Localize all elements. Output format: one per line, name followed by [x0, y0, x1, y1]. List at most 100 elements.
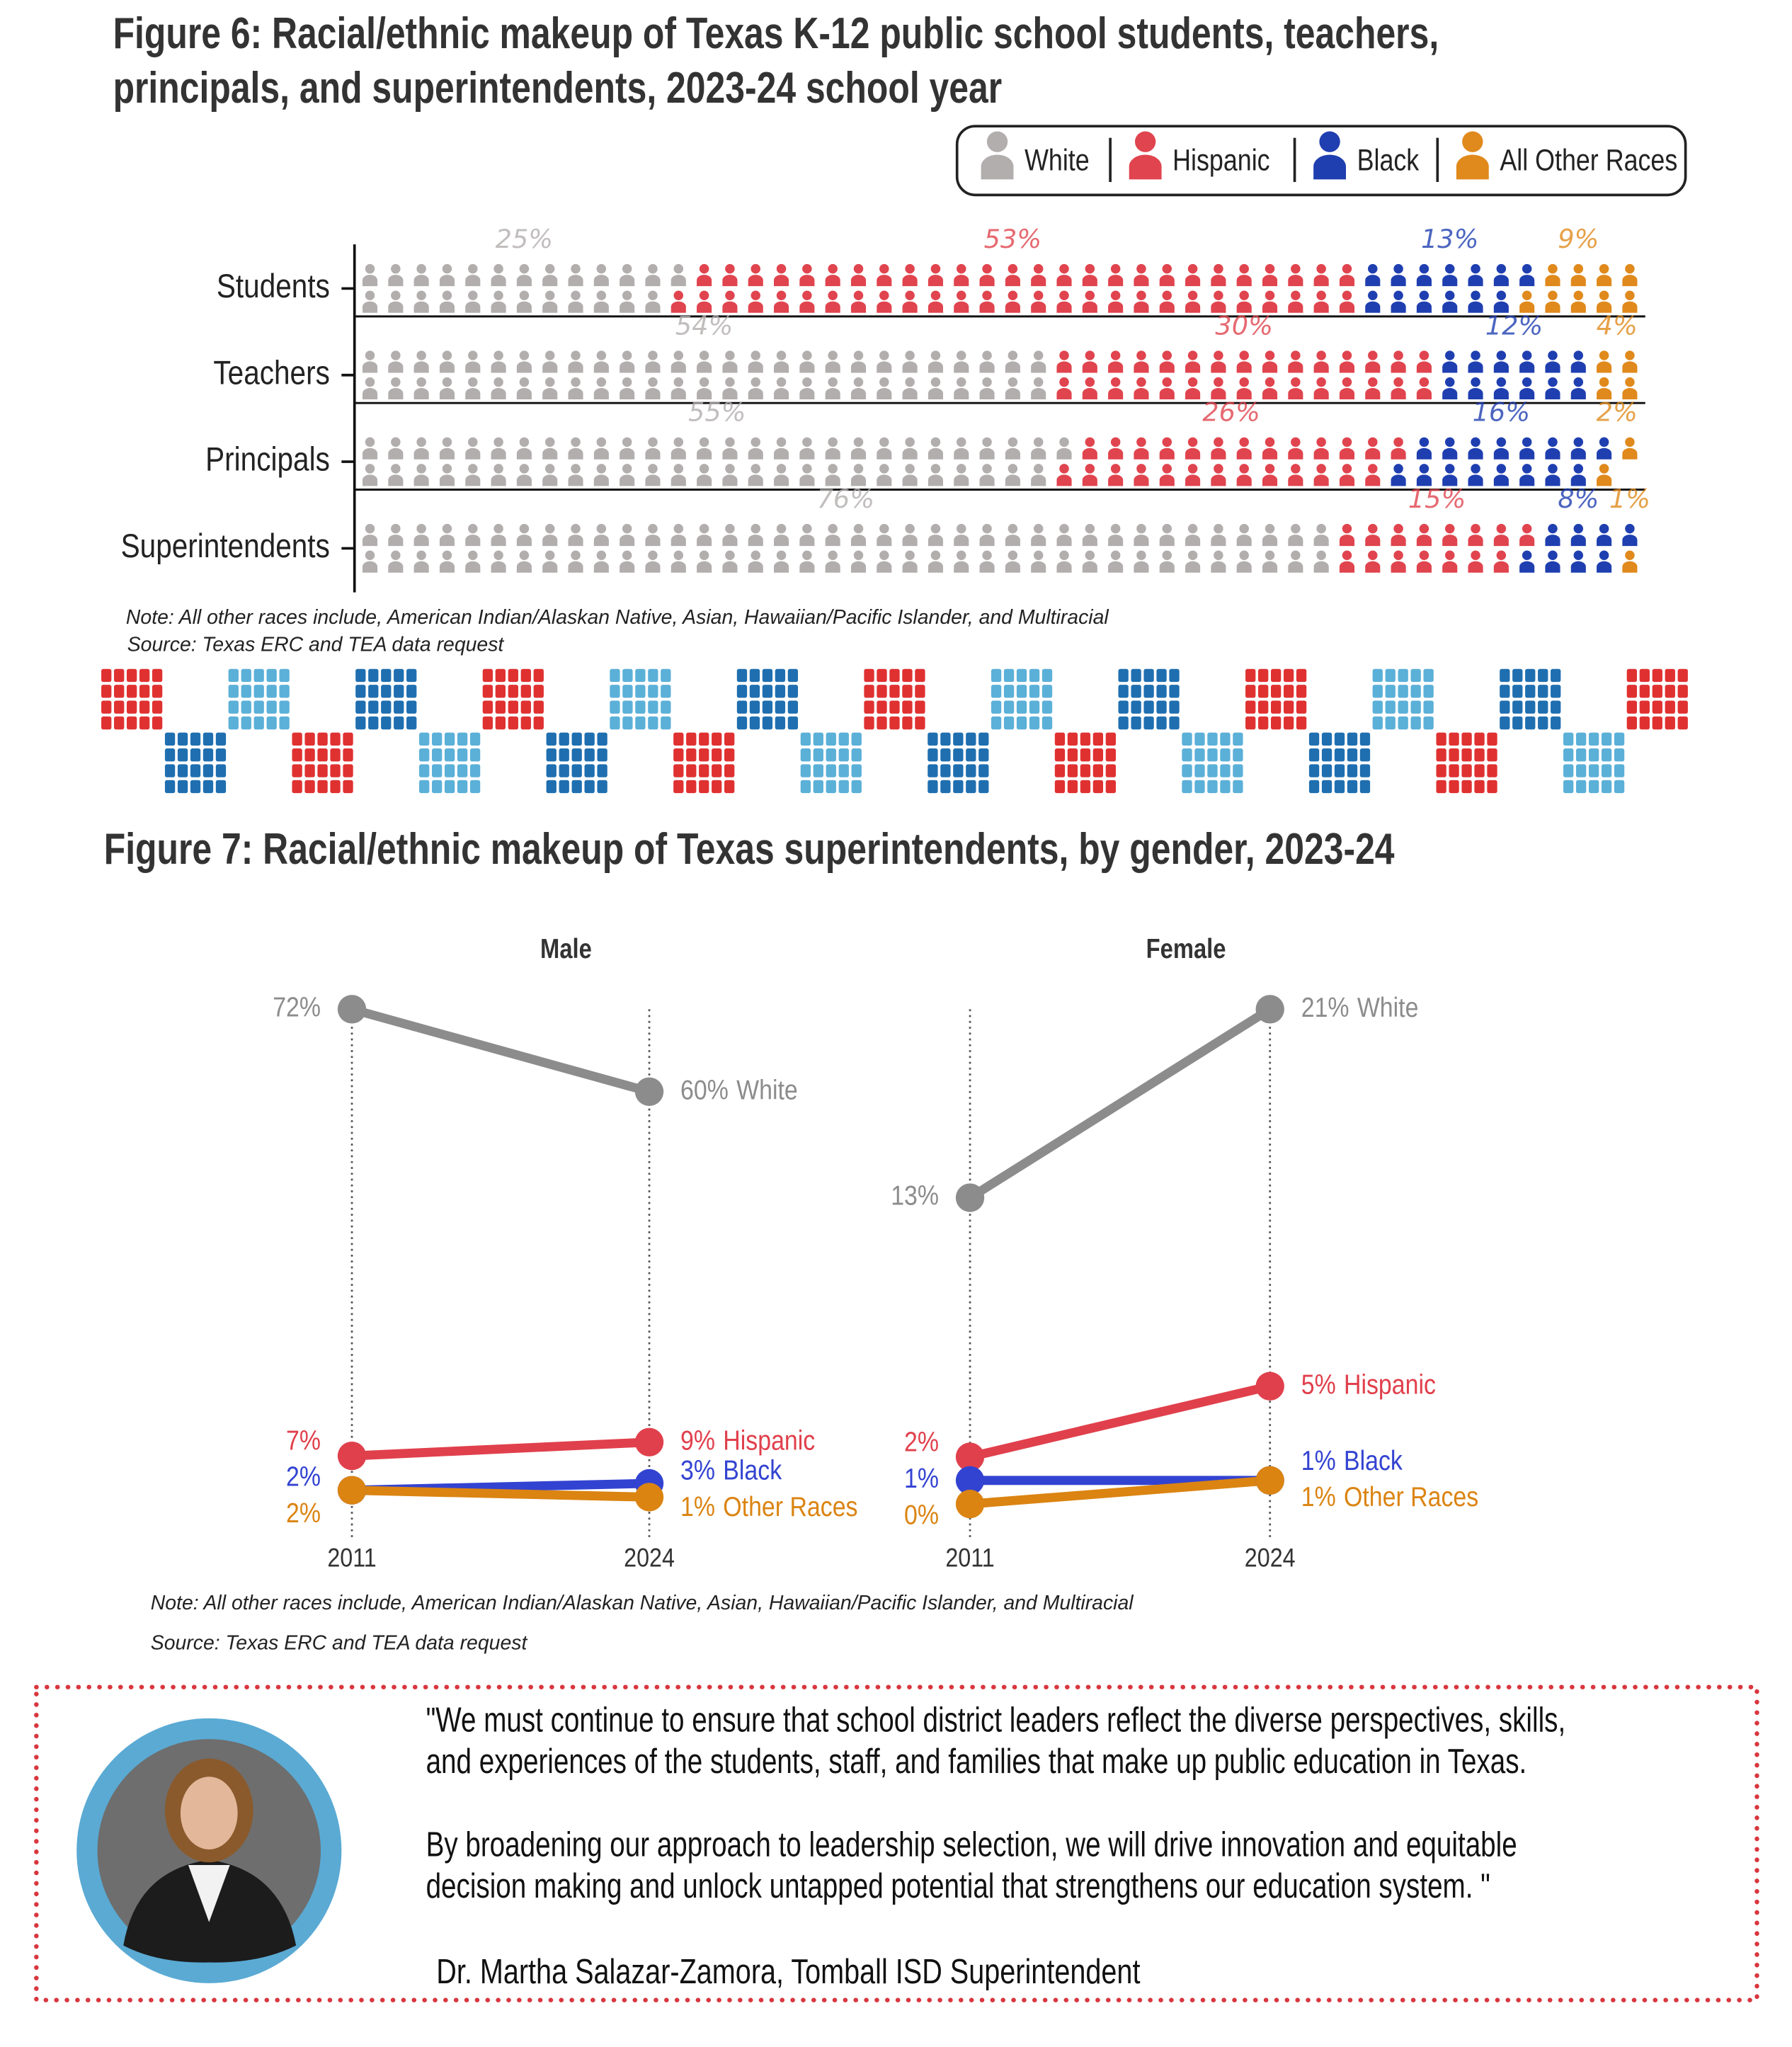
person-icon — [1159, 350, 1175, 373]
decor-cell — [787, 716, 799, 730]
decor-cell — [343, 764, 353, 777]
decor-cell — [1118, 716, 1129, 730]
decor-cell — [139, 700, 150, 714]
person-icon — [825, 437, 840, 460]
decor-cell — [813, 748, 823, 762]
person-icon — [1313, 437, 1329, 460]
person-icon — [1416, 377, 1432, 400]
decor-cell — [330, 732, 341, 746]
person-icon — [1570, 350, 1586, 373]
person-icon — [1031, 523, 1046, 547]
decor-cell — [1029, 716, 1040, 730]
decor-cell — [864, 716, 874, 730]
decor-cell — [800, 732, 811, 746]
person-icon — [774, 437, 789, 460]
decor-cell — [1296, 700, 1307, 714]
decor-cell — [1639, 716, 1650, 730]
decor-cell — [1296, 685, 1307, 698]
person-icon — [568, 550, 583, 573]
segment — [1339, 523, 1535, 573]
person-icon — [1493, 523, 1509, 547]
decor-cell — [432, 732, 443, 746]
person-icon — [516, 290, 532, 313]
decor-cell — [597, 780, 607, 794]
person-icon — [1108, 263, 1124, 287]
person-icon — [1597, 437, 1612, 460]
person-icon — [1597, 263, 1612, 287]
decor-cell — [813, 780, 823, 794]
decor-cell — [139, 668, 150, 683]
decor-cell — [355, 700, 366, 714]
decor-cell — [1207, 748, 1218, 762]
decor-cell — [1321, 780, 1332, 794]
person-icon — [1056, 263, 1072, 287]
person-icon — [1082, 437, 1097, 460]
decor-cell — [343, 748, 353, 762]
decor-cell — [1143, 668, 1154, 683]
decor-cell — [1512, 716, 1523, 730]
person-icon — [1236, 350, 1252, 373]
decor-cell — [432, 780, 443, 794]
decor-cell — [355, 668, 366, 683]
person-icon — [877, 437, 892, 460]
decor-cell — [228, 716, 239, 730]
person-icon — [1570, 263, 1586, 287]
decor-cell — [457, 732, 468, 746]
person-icon — [542, 464, 558, 486]
decor-cell — [1423, 668, 1434, 683]
person-icon — [1391, 464, 1406, 486]
person-icon — [979, 290, 995, 313]
decor-cell — [444, 780, 455, 794]
decor-cell — [1220, 764, 1231, 777]
decor-cell — [1461, 764, 1472, 777]
series-point — [955, 1466, 985, 1495]
person-icon — [1519, 377, 1535, 400]
decor-cell — [953, 780, 964, 794]
end-label: 1% Other Races — [1301, 1481, 1478, 1512]
decor-cell — [559, 764, 569, 777]
person-icon — [850, 290, 867, 313]
decor-square — [1563, 732, 1625, 794]
category-label: Principals — [205, 441, 330, 479]
decor-square — [101, 668, 163, 730]
person-icon — [1365, 290, 1381, 313]
person-icon — [722, 350, 738, 373]
decor-cell — [406, 700, 417, 714]
decor-cell — [1525, 716, 1536, 730]
person-icon — [1622, 550, 1638, 573]
decor-cell — [266, 668, 277, 683]
person-icon — [439, 377, 455, 400]
person-icon — [1493, 350, 1509, 373]
person-icon — [954, 350, 969, 373]
decor-cell — [164, 748, 176, 762]
series-name: Hispanic — [723, 1425, 815, 1456]
person-icon — [1108, 290, 1124, 313]
decor-cell — [1474, 748, 1485, 762]
person-icon — [1185, 377, 1201, 400]
decor-cell — [457, 780, 468, 794]
decor-cell — [584, 748, 595, 762]
person-icon — [388, 550, 404, 573]
person-icon — [1082, 523, 1097, 547]
person-icon — [1365, 377, 1381, 400]
decor-cell — [1398, 700, 1408, 714]
person-icon — [645, 550, 661, 573]
decor-cell — [724, 780, 735, 794]
decor-cell — [1563, 732, 1574, 746]
person-icon — [362, 350, 378, 373]
quote-border — [34, 1684, 1759, 2002]
decor-cell — [1410, 668, 1421, 683]
decor-cell — [1041, 668, 1053, 683]
person-icon — [670, 377, 686, 400]
decor-cell — [661, 716, 671, 730]
person-icon — [1313, 550, 1329, 573]
decor-cell — [1677, 700, 1688, 714]
person-icon — [1597, 290, 1612, 313]
person-icon — [670, 290, 686, 313]
decor-cell — [749, 716, 760, 730]
decor-cell — [1677, 668, 1688, 683]
end-value: 3% — [680, 1454, 715, 1486]
decor-cell — [1054, 780, 1066, 794]
person-icon — [1570, 523, 1586, 547]
decor-cell — [762, 668, 773, 683]
